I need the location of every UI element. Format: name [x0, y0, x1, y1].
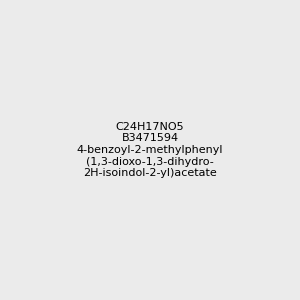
Text: C24H17NO5
B3471594
4-benzoyl-2-methylphenyl
(1,3-dioxo-1,3-dihydro-
2H-isoindol-: C24H17NO5 B3471594 4-benzoyl-2-methylphe… [77, 122, 223, 178]
